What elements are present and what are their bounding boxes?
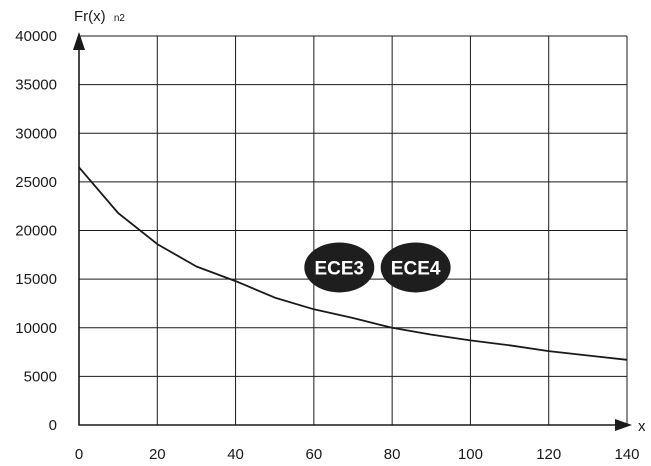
y-tick-label-30000: 30000 xyxy=(15,125,57,142)
annotations: ECE3 ECE4 xyxy=(304,242,451,293)
grid xyxy=(79,35,628,425)
annotation-badge-ece3: ECE3 xyxy=(304,242,375,293)
x-axis-label: x xyxy=(638,418,646,435)
y-tick-label-20000: 20000 xyxy=(15,223,57,240)
x-tick-label-140: 140 xyxy=(614,446,639,463)
x-tick-label-100: 100 xyxy=(458,446,483,463)
y-tick-label-5000: 5000 xyxy=(24,368,57,385)
y-tick-label-10000: 10000 xyxy=(15,320,57,337)
x-tick-label-0: 0 xyxy=(75,446,83,463)
series-line-0 xyxy=(78,166,628,361)
x-axis-arrow xyxy=(615,419,632,431)
tick-labels: 0 20 40 60 80 100 120 140 0 5000 10000 15000 20000 25… xyxy=(15,28,639,463)
y-axis-arrow xyxy=(73,32,85,50)
x-tick-label-60: 60 xyxy=(306,446,323,463)
y-tick-label-15000: 15000 xyxy=(15,271,57,288)
annotation-label-0: ECE3 xyxy=(314,258,364,279)
axes xyxy=(73,32,632,431)
y-tick-label-35000: 35000 xyxy=(15,77,57,94)
y-axis-label-subscript: n2 xyxy=(114,13,126,24)
x-tick-label-40: 40 xyxy=(227,446,244,463)
x-tick-label-120: 120 xyxy=(536,446,561,463)
y-axis-label-main: Fr(x) xyxy=(74,8,106,25)
x-tick-label-20: 20 xyxy=(149,446,166,463)
y-axis-label: Fr(x) n2 xyxy=(74,8,125,25)
y-tick-label-0: 0 xyxy=(49,417,57,434)
annotation-badge-ece4: ECE4 xyxy=(380,242,451,293)
y-tick-label-25000: 25000 xyxy=(15,174,57,191)
series-layer xyxy=(78,166,628,361)
annotation-label-1: ECE4 xyxy=(391,258,441,279)
annotation-ellipse-1 xyxy=(380,242,451,293)
y-tick-label-40000: 40000 xyxy=(15,28,57,45)
x-tick-label-80: 80 xyxy=(384,446,401,463)
annotation-ellipse-0 xyxy=(304,242,375,293)
